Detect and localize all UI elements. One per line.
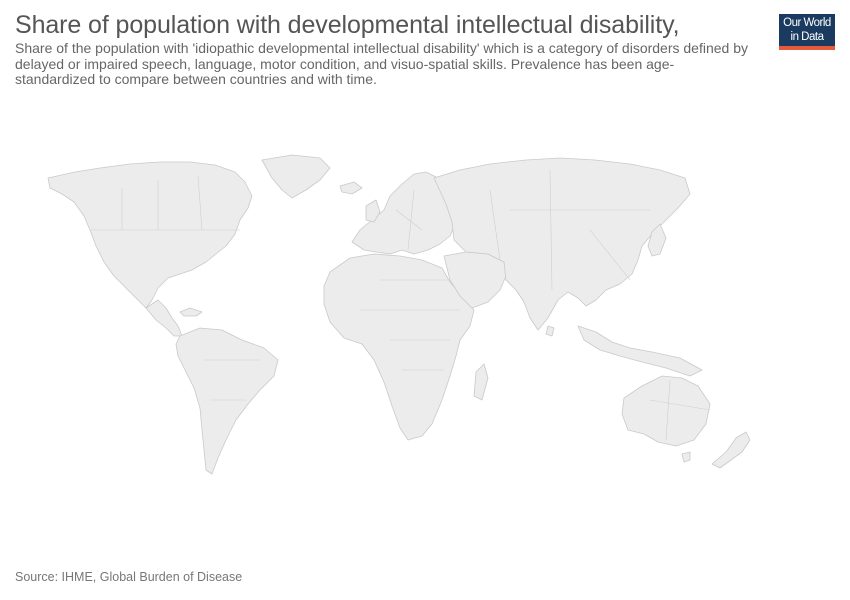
region-south-america[interactable] bbox=[175, 327, 279, 475]
world-map-svg bbox=[47, 154, 751, 475]
country-borders bbox=[90, 169, 711, 441]
logo-line-2: in Data bbox=[790, 31, 824, 43]
owid-logo[interactable]: Our World in Data bbox=[779, 14, 835, 50]
region-africa[interactable] bbox=[323, 253, 475, 441]
chart-subtitle: Share of the population with 'idiopathic… bbox=[15, 40, 748, 87]
region-madagascar[interactable] bbox=[473, 363, 489, 401]
logo-line-1: Our World bbox=[783, 17, 831, 29]
region-greenland[interactable] bbox=[261, 154, 331, 199]
region-central-america[interactable] bbox=[145, 299, 183, 337]
region-southeast-asia-islands[interactable] bbox=[577, 325, 703, 377]
world-map bbox=[30, 150, 790, 480]
source-note: Source: IHME, Global Burden of Disease bbox=[15, 570, 243, 584]
region-tasmania[interactable] bbox=[681, 451, 691, 463]
region-asia[interactable] bbox=[433, 157, 691, 331]
region-australia[interactable] bbox=[621, 375, 711, 447]
region-new-zealand[interactable] bbox=[711, 431, 751, 469]
region-japan[interactable] bbox=[647, 223, 667, 257]
region-british-isles[interactable] bbox=[365, 199, 381, 223]
region-north-america[interactable] bbox=[47, 161, 253, 309]
region-caribbean[interactable] bbox=[179, 307, 203, 317]
region-sri-lanka[interactable] bbox=[545, 325, 555, 337]
chart-title: Share of population with developmental i… bbox=[15, 11, 680, 39]
region-iceland[interactable] bbox=[339, 181, 363, 195]
